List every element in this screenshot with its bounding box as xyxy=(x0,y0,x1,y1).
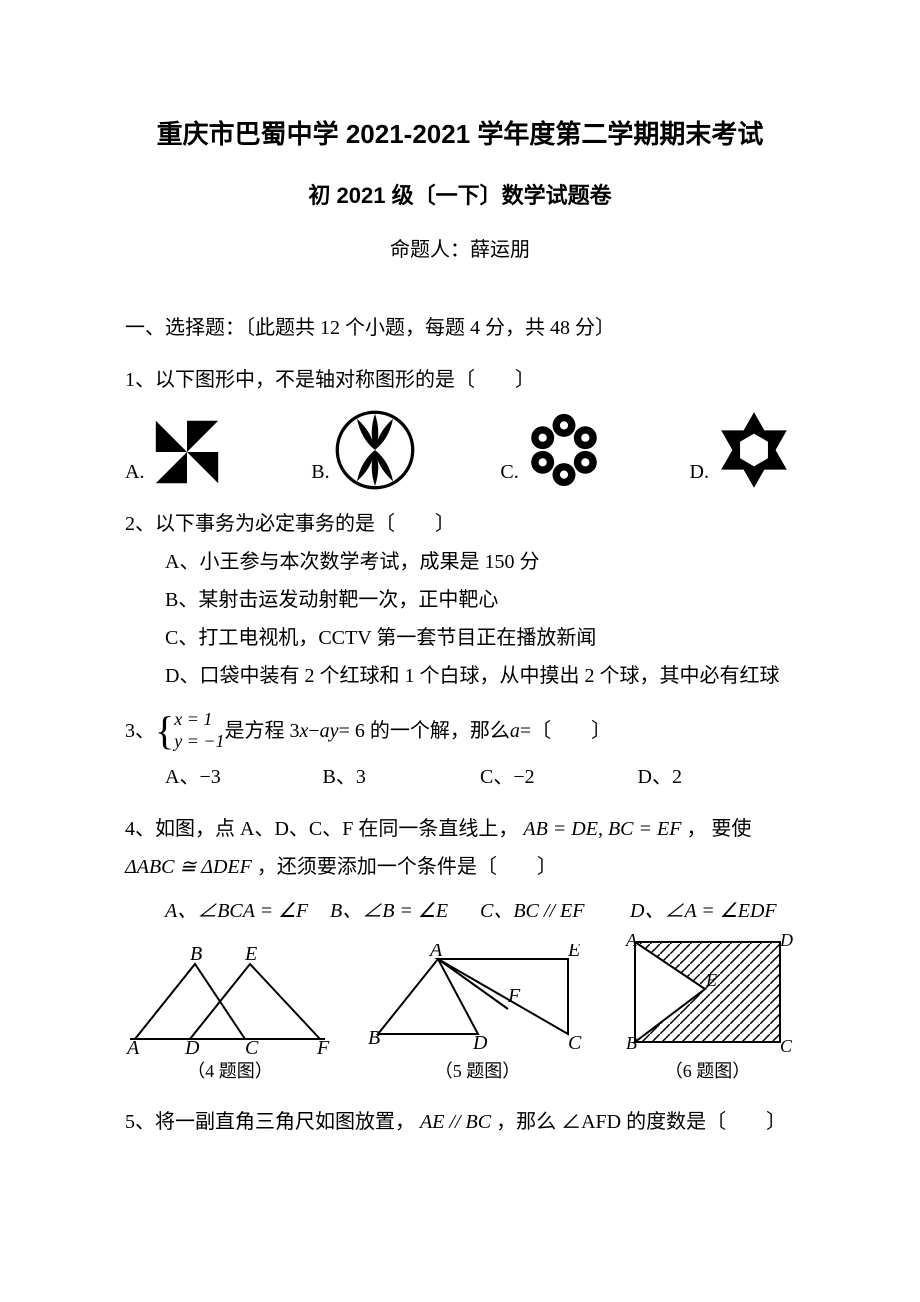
q3-options: A、−3 B、3 C、−2 D、2 xyxy=(125,758,795,796)
hex-flower-icon xyxy=(523,409,605,491)
q4-p1: 4、如图，点 A、D、C、F 在同一条直线上， xyxy=(125,818,518,840)
fig5-caption: （5 题图） xyxy=(368,1054,588,1088)
q3-system-top: x = 1 xyxy=(174,709,224,731)
q1-label-b: B. xyxy=(311,453,329,491)
figure-4: B E A D C F （4 题图） xyxy=(125,944,335,1088)
svg-text:B: B xyxy=(190,944,202,965)
q5-p1: 5、将一副直角三角尺如图放置， xyxy=(125,1111,415,1133)
q5-eq: AE // BC xyxy=(415,1111,496,1133)
question-1: 1、以下图形中，不是轴对称图形的是〔 〕 A. B. xyxy=(125,361,795,491)
q3-opt-b: B、3 xyxy=(323,758,481,796)
q2-opt-b: B、某射击运发动射靶一次，正中靶心 xyxy=(125,581,795,619)
q3-mid2: − xyxy=(308,712,319,750)
svg-text:E: E xyxy=(244,944,257,965)
figure-5: A E B D C F （5 题图） xyxy=(368,944,588,1088)
svg-text:A: A xyxy=(125,1037,140,1054)
q3-mid1: 是方程 3 xyxy=(225,712,300,750)
svg-text:C: C xyxy=(780,1036,793,1054)
svg-text:A: A xyxy=(428,944,443,961)
q2-opt-a: A、小王参与本次数学考试，成果是 150 分 xyxy=(125,543,795,581)
svg-text:F: F xyxy=(316,1037,330,1054)
q4-options: A、∠BCA = ∠F B、∠B = ∠E C、BC // EF D、∠A = … xyxy=(125,892,795,930)
q3-opt-a: A、−3 xyxy=(165,758,323,796)
svg-text:A: A xyxy=(625,934,638,950)
q1-opt-c: C. xyxy=(500,409,604,491)
pinwheel-icon xyxy=(148,413,226,491)
svg-text:F: F xyxy=(507,985,521,1007)
svg-text:C: C xyxy=(568,1032,582,1054)
q1-opt-a: A. xyxy=(125,413,226,491)
q1-label-d: D. xyxy=(690,453,709,491)
q4-opt-c: C、BC // EF xyxy=(480,892,630,930)
svg-text:C: C xyxy=(245,1037,259,1054)
svg-text:B: B xyxy=(368,1027,380,1049)
q4-p2: ， 要使 xyxy=(686,818,751,840)
q4-opt-a: A、∠BCA = ∠F xyxy=(165,892,330,930)
svg-text:D: D xyxy=(779,934,793,950)
q4-eq: AB = DE, BC = EF xyxy=(518,818,686,840)
svg-text:D: D xyxy=(184,1037,200,1054)
q4-line2: ΔABC ≅ ΔDEF ，还须要添加一个条件是〔 〕 xyxy=(125,848,795,886)
q4-opt-b: B、∠B = ∠E xyxy=(330,892,480,930)
figures-row: B E A D C F （4 题图） xyxy=(125,934,795,1088)
q3-system-bot: y = −1 xyxy=(174,731,224,753)
q4-opt-d: D、∠A = ∠EDF xyxy=(630,892,795,930)
q1-options: A. B. xyxy=(125,409,795,491)
exam-page: 重庆市巴蜀中学 2021-2021 学年度第二学期期末考试 初 2021 级〔一… xyxy=(0,0,920,1195)
q5-p2: ，那么 ∠AFD 的度数是〔 〕 xyxy=(496,1111,786,1133)
question-5: 5、将一副直角三角尺如图放置， AE // BC ，那么 ∠AFD 的度数是〔 … xyxy=(125,1103,795,1141)
star-of-david-icon xyxy=(713,409,795,491)
q4-p3: ΔABC ≅ ΔDEF xyxy=(125,856,257,878)
page-title: 重庆市巴蜀中学 2021-2021 学年度第二学期期末考试 xyxy=(125,110,795,159)
brace-icon: { xyxy=(155,711,174,751)
fig6-caption: （6 题图） xyxy=(620,1054,795,1088)
flower-circle-icon xyxy=(334,409,416,491)
q1-stem: 1、以下图形中，不是轴对称图形的是〔 〕 xyxy=(125,361,795,399)
section-1-heading: 一、选择题：〔此题共 12 个小题，每题 4 分，共 48 分〕 xyxy=(125,309,795,347)
q2-opt-c: C、打工电视机，CCTV 第一套节目正在播放新闻 xyxy=(125,619,795,657)
q3-stem: 3、 { x = 1 y = −1 是方程 3x − ay = 6 的一个解，那… xyxy=(125,709,795,752)
q1-opt-d: D. xyxy=(690,409,795,491)
svg-text:E: E xyxy=(567,944,580,961)
q1-opt-b: B. xyxy=(311,409,415,491)
q1-label-a: A. xyxy=(125,453,144,491)
question-3: 3、 { x = 1 y = −1 是方程 3x − ay = 6 的一个解，那… xyxy=(125,709,795,796)
q3-mid3: = 6 的一个解，那么 xyxy=(339,712,510,750)
page-subtitle: 初 2021 级〔一下〕数学试题卷 xyxy=(125,175,795,217)
fig4-caption: （4 题图） xyxy=(125,1054,335,1088)
svg-text:D: D xyxy=(472,1032,488,1054)
q3-mid4: =〔 〕 xyxy=(520,712,611,750)
q3-pre: 3、 xyxy=(125,712,155,750)
question-4: 4、如图，点 A、D、C、F 在同一条直线上， AB = DE, BC = EF… xyxy=(125,810,795,1088)
q2-opt-d: D、口袋中装有 2 个红球和 1 个白球，从中摸出 2 个球，其中必有红球 xyxy=(125,657,795,695)
author-line: 命题人：薛运朋 xyxy=(125,231,795,269)
q4-p4: ，还须要添加一个条件是〔 〕 xyxy=(257,856,557,878)
svg-text:E: E xyxy=(705,970,717,990)
figure-6: A D B C E （6 题图） xyxy=(620,934,795,1088)
q1-label-c: C. xyxy=(500,453,518,491)
q4-line1: 4、如图，点 A、D、C、F 在同一条直线上， AB = DE, BC = EF… xyxy=(125,810,795,848)
q3-opt-d: D、2 xyxy=(638,758,796,796)
q3-opt-c: C、−2 xyxy=(480,758,638,796)
svg-text:B: B xyxy=(626,1033,637,1053)
q2-stem: 2、以下事务为必定事务的是〔 〕 xyxy=(125,505,795,543)
question-2: 2、以下事务为必定事务的是〔 〕 A、小王参与本次数学考试，成果是 150 分 … xyxy=(125,505,795,695)
